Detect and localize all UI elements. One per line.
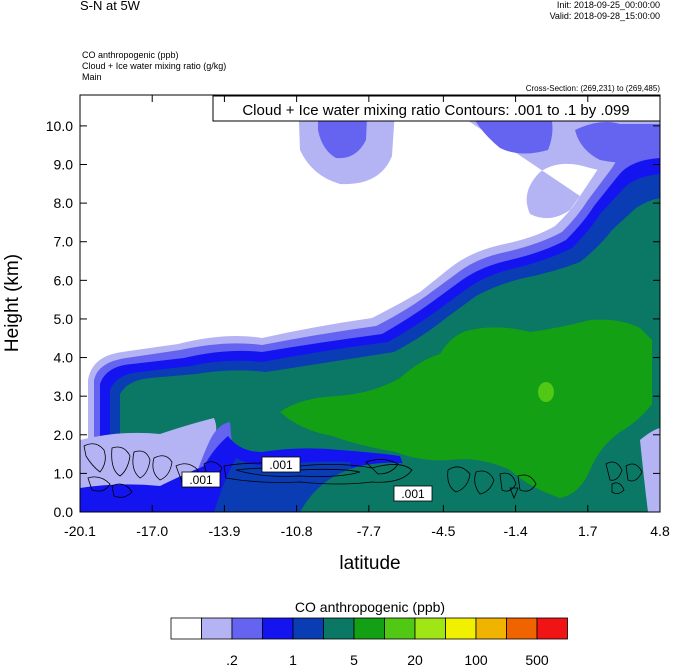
valid-time: Valid: 2018-09-28_15:00:00 xyxy=(549,11,660,21)
colorbar-swatch xyxy=(323,617,355,640)
co-band-green xyxy=(280,319,652,498)
x-tick-label: -4.5 xyxy=(431,523,455,539)
x-axis-label: latitude xyxy=(339,553,400,574)
contour-label-3: .001 xyxy=(393,485,433,502)
field-label-cloud: Cloud + Ice water mixing ratio (g/kg) xyxy=(82,61,227,71)
co-band-lightgreen xyxy=(538,382,554,402)
colorbar-swatch xyxy=(506,617,538,640)
colorbar: .2 1 5 20 100 500 xyxy=(170,617,568,668)
init-time: Init: 2018-09-25_00:00:00 xyxy=(556,0,660,10)
x-tick-label: 1.7 xyxy=(578,523,598,539)
x-tick-label: -20.1 xyxy=(64,523,96,539)
x-tick-label: -7.7 xyxy=(357,523,381,539)
co-band-medium-top xyxy=(575,122,660,163)
cross-section-label: Cross-Section: (269,231) to (269,485) xyxy=(525,84,660,93)
colorbar-swatch xyxy=(384,617,416,640)
y-tick-label: 8.0 xyxy=(54,195,74,211)
y-tick-label: 7.0 xyxy=(54,234,74,250)
colorbar-swatch xyxy=(445,617,477,640)
y-tick-label: 10.0 xyxy=(46,118,73,134)
contour-label-text: .001 xyxy=(269,458,293,472)
colorbar-swatch xyxy=(414,617,446,640)
x-axis: -20.1 -17.0 -13.9 -10.8 -7.7 -4.5 -1.4 1.7 4.8 xyxy=(64,95,670,539)
colorbar-label: 20 xyxy=(407,652,423,668)
y-tick-label: 1.0 xyxy=(54,465,74,481)
plot-frame xyxy=(79,94,661,513)
contour-label-text: .001 xyxy=(189,473,213,487)
colorbar-label: 5 xyxy=(350,652,358,668)
contour-label-2: .001 xyxy=(261,456,301,473)
field-label-co: CO anthropogenic (ppb) xyxy=(82,50,179,60)
colorbar-swatch xyxy=(262,617,294,640)
co-band-light xyxy=(640,428,660,512)
y-tick-label: 6.0 xyxy=(54,272,74,288)
co-filled-field: .001 .001 .001 xyxy=(80,95,660,512)
colorbar-label: .2 xyxy=(226,652,238,668)
x-tick-label: -1.4 xyxy=(504,523,528,539)
x-tick-label: 4.8 xyxy=(650,523,670,539)
colorbar-swatch xyxy=(231,617,263,640)
colorbar-label: 100 xyxy=(464,652,488,668)
field-label-main: Main xyxy=(82,72,102,82)
y-tick-label: 5.0 xyxy=(54,311,74,327)
y-tick-label: 2.0 xyxy=(54,427,74,443)
colorbar-swatch xyxy=(201,617,233,640)
contour-label-1: .001 xyxy=(181,471,221,488)
colorbar-label: 500 xyxy=(525,652,549,668)
colorbar-swatch xyxy=(170,617,202,640)
y-tick-label: 0.0 xyxy=(54,504,74,520)
y-tick-label: 4.0 xyxy=(54,350,74,366)
y-tick-label: 3.0 xyxy=(54,388,74,404)
contour-label-text: .001 xyxy=(401,487,425,501)
y-axis-label: Height (km) xyxy=(2,254,23,352)
colorbar-swatch xyxy=(292,617,324,640)
colorbar-label: 1 xyxy=(289,652,297,668)
x-tick-label: -17.0 xyxy=(136,523,168,539)
colorbar-swatch xyxy=(353,617,385,640)
contour-info-text: Cloud + Ice water mixing ratio Contours:… xyxy=(242,102,629,119)
x-tick-label: -13.9 xyxy=(208,523,240,539)
colorbar-swatch xyxy=(536,617,568,640)
y-tick-label: 9.0 xyxy=(54,157,74,173)
contour-info-box: Cloud + Ice water mixing ratio Contours:… xyxy=(212,95,661,122)
plot-main-title: S-N at 5W xyxy=(80,0,140,13)
colorbar-swatch xyxy=(475,617,507,640)
x-tick-label: -10.8 xyxy=(281,523,313,539)
colorbar-title: CO anthropogenic (ppb) xyxy=(295,599,445,615)
y-axis: 0.0 1.0 2.0 3.0 4.0 5.0 6.0 7.0 8.0 9.0 10.0 xyxy=(46,118,660,520)
